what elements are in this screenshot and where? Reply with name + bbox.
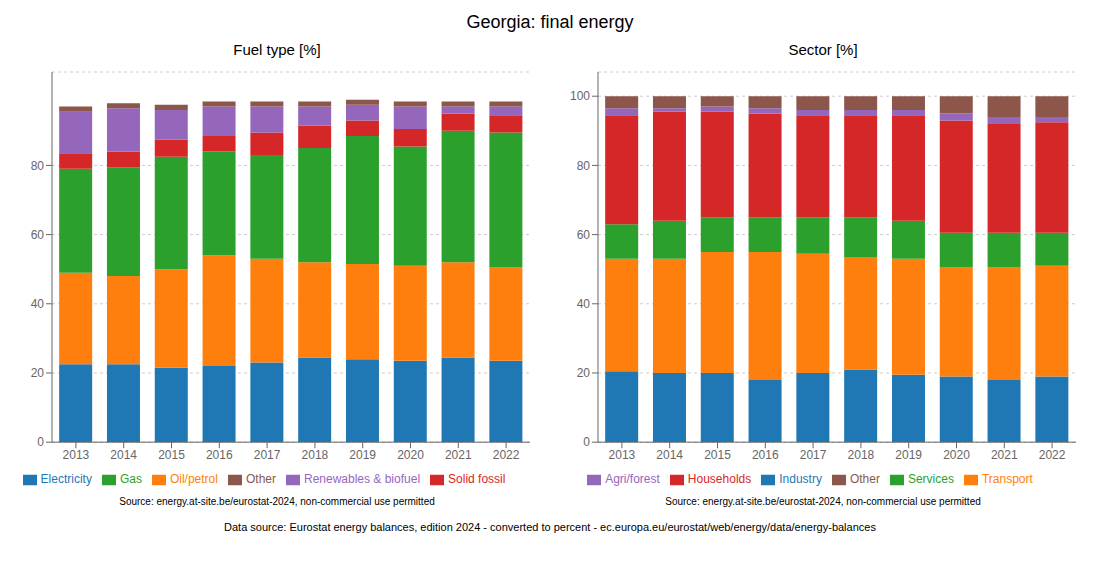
html-text:Source: energy.at-site.be/euro: Source: energy.at-site.be/eurostat-2024,… [665, 496, 981, 507]
html-text:Sector [%]: Sector [%] [788, 41, 858, 58]
svg-text:100: 100 [570, 89, 590, 103]
html-text:Transport: Transport [981, 472, 1033, 487]
html-text:Fuel type [%]: Fuel type [%] [233, 41, 321, 58]
html-text:Other: Other [246, 472, 276, 487]
html-text:Electricity: Electricity [40, 472, 92, 487]
svg-text:2017: 2017 [800, 448, 827, 462]
svg-text:2013: 2013 [609, 448, 636, 462]
html-text:Gas: Gas [119, 472, 142, 487]
html-text:Source: energy.at-site.be/euro: Source: energy.at-site.be/eurostat-2024,… [119, 496, 435, 507]
svg-text:2018: 2018 [848, 448, 875, 462]
svg-text:2020: 2020 [397, 448, 424, 462]
html-text:Solid fossil: Solid fossil [448, 472, 506, 487]
svg-text:2021: 2021 [991, 448, 1018, 462]
svg-text:60: 60 [31, 228, 45, 242]
svg-text:2014: 2014 [656, 448, 683, 462]
svg-text:20: 20 [577, 366, 591, 380]
svg-text:60: 60 [577, 228, 591, 242]
svg-text:0: 0 [37, 435, 44, 449]
html-text:Industry: Industry [779, 472, 822, 487]
html-text:Other: Other [849, 472, 880, 487]
svg-text:2016: 2016 [752, 448, 779, 462]
svg-text:2015: 2015 [158, 448, 185, 462]
html-text:Renewables & biofuel: Renewables & biofuel [304, 472, 421, 487]
svg-text:80: 80 [577, 159, 591, 173]
svg-text:2019: 2019 [349, 448, 376, 462]
svg-text:2015: 2015 [704, 448, 731, 462]
svg-text:2022: 2022 [1039, 448, 1066, 462]
html-text:Oil/petrol: Oil/petrol [169, 472, 218, 487]
svg-text:80: 80 [31, 159, 45, 173]
svg-text:2016: 2016 [206, 448, 233, 462]
svg-text:2019: 2019 [895, 448, 922, 462]
svg-text:2020: 2020 [943, 448, 970, 462]
svg-text:2014: 2014 [110, 448, 137, 462]
svg-text:20: 20 [31, 366, 45, 380]
html-text:Agri/forest: Agri/forest [605, 472, 660, 487]
svg-text:2018: 2018 [302, 448, 329, 462]
html-text:Households: Households [687, 472, 752, 487]
svg-text:40: 40 [31, 297, 45, 311]
svg-text:2022: 2022 [493, 448, 520, 462]
svg-text:2021: 2021 [445, 448, 472, 462]
svg-text:0: 0 [583, 435, 590, 449]
svg-text:2013: 2013 [63, 448, 90, 462]
html-text:Services: Services [907, 472, 954, 487]
html-text:Data source: Eurostat energy b: Data source: Eurostat energy balances, e… [224, 521, 876, 533]
svg-text:40: 40 [577, 297, 591, 311]
html-text:Georgia: final energy: Georgia: final energy [466, 12, 634, 32]
svg-text:2017: 2017 [254, 448, 281, 462]
